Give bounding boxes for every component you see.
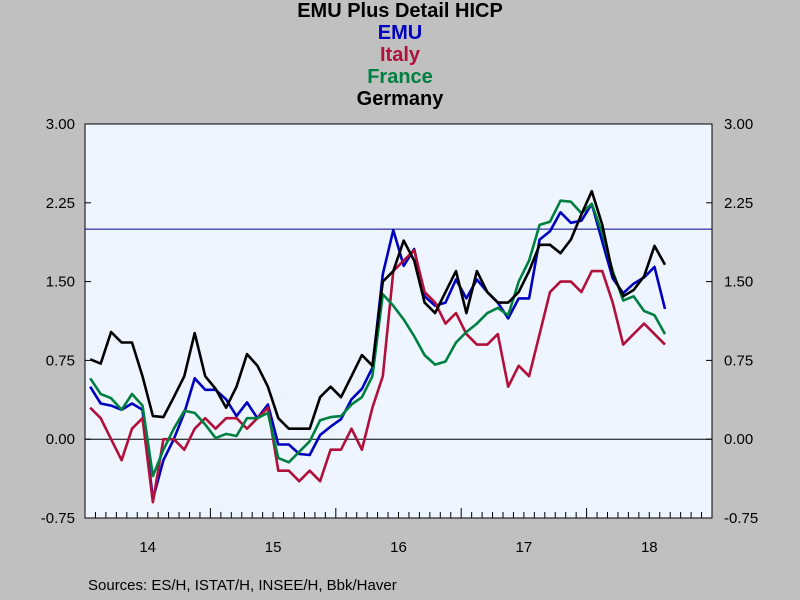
chart-titles: EMU Plus Detail HICP EMU Italy France Ge…	[0, 0, 800, 110]
source-note: Sources: ES/H, ISTAT/H, INSEE/H, Bbk/Hav…	[88, 577, 397, 594]
x-tick-label: 18	[641, 539, 658, 556]
x-tick-label: 15	[265, 539, 282, 556]
legend-germany: Germany	[356, 88, 444, 110]
y-tick-label-left: 2.25	[46, 195, 75, 212]
y-tick-label-right: 0.75	[724, 352, 753, 369]
series-line-germany	[89, 189, 667, 431]
legend-italy: Italy	[379, 44, 421, 66]
y-tick-label-left: 0.75	[46, 352, 75, 369]
series-line-france	[89, 199, 667, 478]
y-tick-label-left: 1.50	[46, 274, 75, 291]
y-tick-label-right: 2.25	[724, 195, 753, 212]
x-tick-label: 14	[139, 539, 156, 556]
x-tick-label: 17	[516, 539, 533, 556]
y-tick-label-left: 0.00	[46, 431, 75, 448]
y-tick-label-left: 3.00	[46, 116, 75, 133]
y-tick-label-right: 1.50	[724, 274, 753, 291]
y-tick-label-right: 3.00	[724, 116, 753, 133]
legend-france: France	[367, 66, 433, 88]
chart-title: EMU Plus Detail HICP	[297, 0, 503, 22]
x-tick-label: 16	[390, 539, 407, 556]
series-line-italy	[89, 248, 666, 504]
legend-emu: EMU	[377, 22, 423, 44]
y-tick-label-right: 0.00	[724, 431, 753, 448]
y-tick-label-left: -0.75	[41, 510, 75, 527]
y-tick-label-right: -0.75	[724, 510, 758, 527]
